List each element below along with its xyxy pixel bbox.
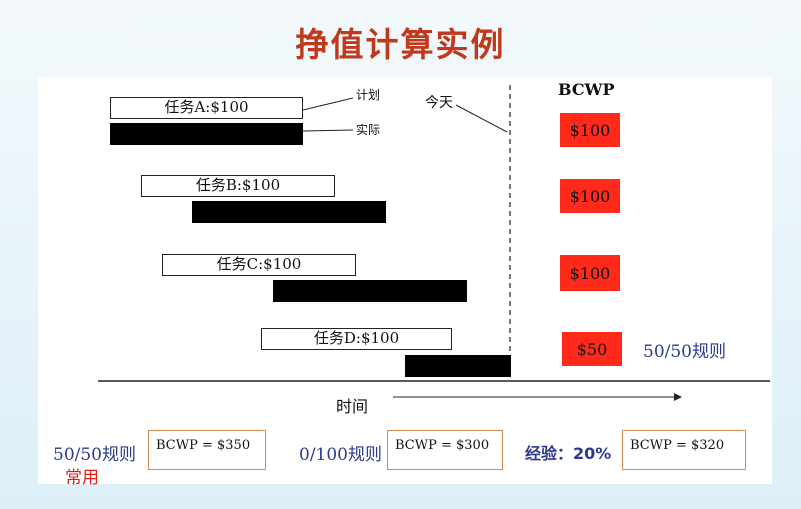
common-note: 常用 [65,468,99,488]
task-b-actual-bar [192,201,386,223]
rule-5050-label: 50/50规则 [53,445,136,465]
task-c-bcwp: $100 [560,255,620,291]
result-0100-box: BCWP = $300 [387,430,503,470]
task-b-plan-bar: 任务B:$100 [141,175,335,197]
page-title: 挣值计算实例 [295,25,506,64]
task-b-bcwp: $100 [560,179,620,213]
today-label: 今天 [425,95,453,111]
plan-label: 计划 [356,88,381,102]
actual-label: 实际 [356,123,381,137]
bcwp-header: BCWP [558,80,615,99]
task-d-bcwp: $50 [562,332,622,366]
result-5050-box: BCWP = $350 [148,430,266,470]
rule-0100-label: 0/100规则 [299,445,382,465]
today-leader-line [455,104,508,133]
task-a-bcwp: $100 [560,113,620,147]
task-c-plan-bar: 任务C:$100 [162,254,356,276]
rule-experience-label: 经验：20% [525,444,612,463]
task-d-plan-bar: 任务D:$100 [261,328,452,350]
task-a-plan-bar: 任务A:$100 [110,97,303,119]
result-experience-box: BCWP = $320 [622,430,746,470]
time-arrow-head [674,393,682,401]
time-axis-label: 时间 [336,397,369,416]
task-a-actual-bar [110,123,303,145]
actual-leader-line [302,129,354,132]
rule-5050-side-label: 50/50规则 [643,342,726,362]
plan-leader-line [302,97,354,111]
diagram-lines [98,85,770,401]
task-c-actual-bar [273,280,467,302]
task-d-actual-bar [405,355,511,377]
diagram-panel: 计划 实际 今天 BCWP 任务A:$100 $100 任务B:$100 $10… [38,77,772,488]
